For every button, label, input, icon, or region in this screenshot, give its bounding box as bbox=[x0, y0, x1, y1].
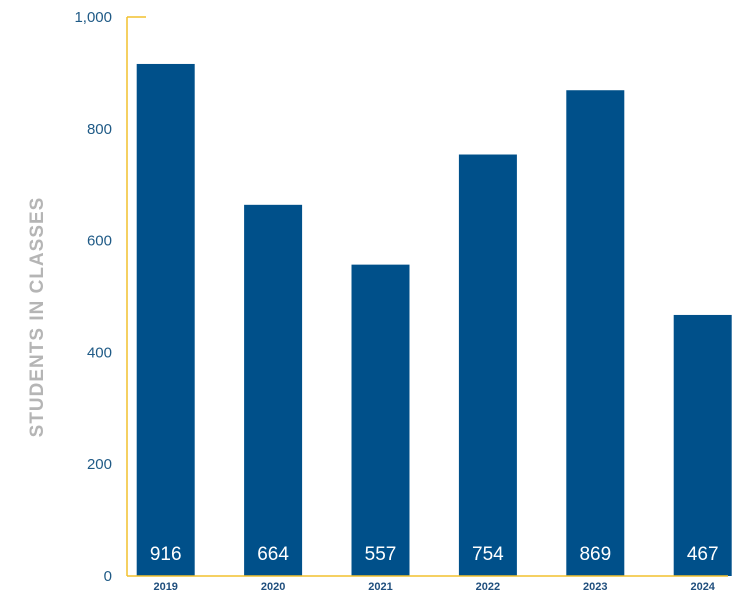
x-axis-ticks: 2019 2020 2021 2022 2023 2024 bbox=[153, 581, 715, 593]
y-axis-title: STUDENTS IN CLASSES bbox=[27, 197, 48, 438]
bars bbox=[136, 63, 732, 577]
bar bbox=[458, 154, 517, 576]
x-tick-label: 2023 bbox=[583, 581, 607, 593]
x-tick-label: 2019 bbox=[153, 581, 177, 593]
x-tick-label: 2020 bbox=[261, 581, 285, 593]
x-tick-label: 2022 bbox=[476, 581, 500, 593]
y-tick-label: 1,000 bbox=[74, 9, 112, 26]
y-tick-label: 400 bbox=[87, 344, 112, 361]
bar-value-label: 754 bbox=[472, 544, 504, 565]
y-tick-label: 600 bbox=[87, 233, 112, 250]
y-tick-label: 0 bbox=[104, 568, 112, 585]
bar bbox=[136, 63, 195, 577]
bar bbox=[351, 264, 410, 576]
bar bbox=[673, 314, 732, 576]
axes bbox=[126, 16, 728, 577]
y-axis-title-group: STUDENTS IN CLASSES bbox=[27, 197, 48, 438]
bar-value-label: 916 bbox=[150, 544, 182, 565]
x-tick-label: 2024 bbox=[690, 581, 715, 593]
x-tick-label: 2021 bbox=[368, 581, 392, 593]
bar-value-label: 869 bbox=[579, 544, 611, 565]
y-tick-label: 800 bbox=[87, 121, 112, 138]
bar-value-label: 557 bbox=[365, 544, 397, 565]
y-tick-label: 200 bbox=[87, 456, 112, 473]
bar bbox=[244, 204, 303, 576]
data-labels: 916 664 557 754 869 467 bbox=[150, 544, 719, 565]
bar bbox=[566, 90, 625, 576]
bar-value-label: 664 bbox=[257, 544, 289, 565]
y-axis-ticks: 0 200 400 600 800 1,000 bbox=[74, 9, 112, 585]
bar-value-label: 467 bbox=[687, 544, 719, 565]
